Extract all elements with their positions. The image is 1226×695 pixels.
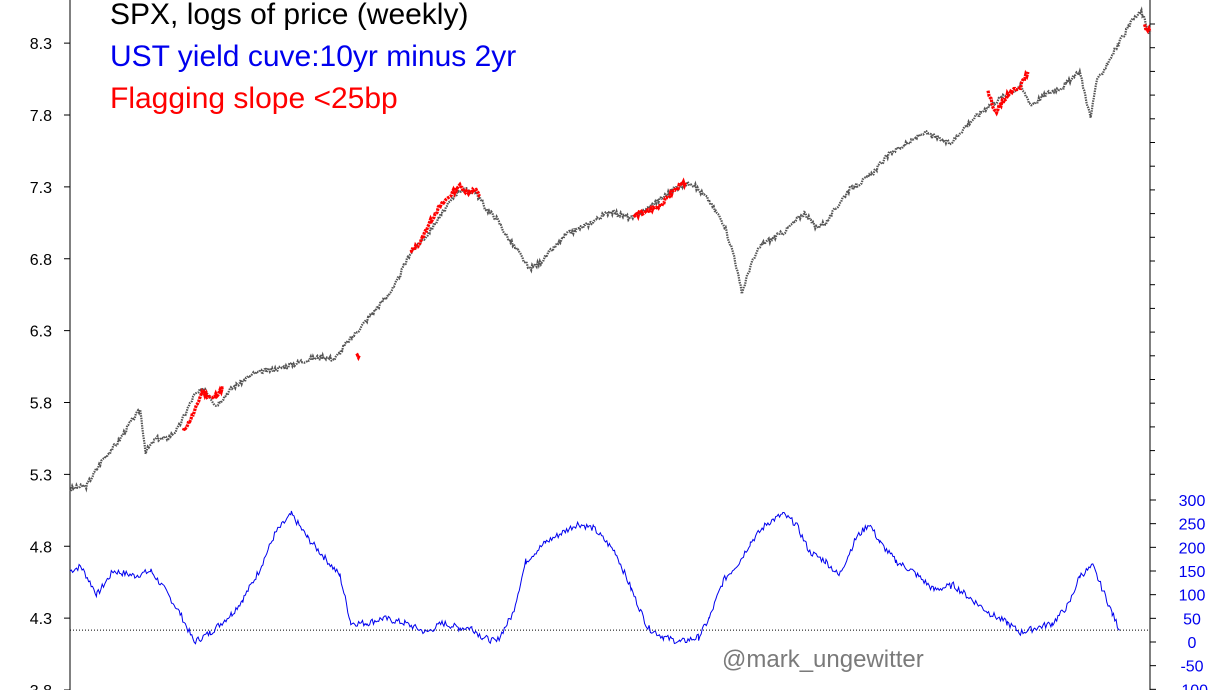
left-axis-tick-label: 3.8 [30,683,52,690]
right-axis-tick-label: 0 [1188,635,1197,652]
series-line-spx-price [69,6,1151,493]
chart-title: SPX, logs of price (weekly) [110,0,469,31]
series-line-yield-curve [69,510,1121,645]
left-axis-tick-label: 6.3 [30,324,52,341]
legend-entry-yield-curve: UST yield cuve:10yr minus 2yr [110,40,517,73]
left-axis-tick-label: 4.8 [30,539,52,556]
right-axis-tick-label: 200 [1179,540,1206,557]
right-axis-tick-label: -50 [1180,659,1203,676]
left-axis-tick-label: 5.8 [30,396,52,413]
flag-segment [632,177,688,222]
left-axis-tick-label: 4.3 [30,611,52,628]
left-axis-tick-label: 6.8 [30,252,52,269]
flag-segment [409,181,482,254]
flag-segment [986,69,1030,117]
right-axis-tick-label: 150 [1179,564,1206,581]
flag-segment [1143,24,1152,34]
left-axis-tick-label: 7.8 [30,108,52,125]
right-axis-tick-label: 250 [1179,517,1206,534]
flag-segment [355,352,361,362]
watermark-handle: @mark_ungewitter [722,646,924,673]
legend-entry-flagging-slope: Flagging slope <25bp [110,82,398,115]
right-axis-tick-label: 50 [1183,611,1201,628]
right-axis-tick-label: 100 [1179,588,1206,605]
right-axis-tick-label: 300 [1179,493,1206,510]
right-axis-tick-label: -100 [1176,682,1208,690]
left-axis-tick-label: 8.3 [30,36,52,53]
flag-segment [181,385,224,432]
left-axis-tick-label: 5.3 [30,467,52,484]
left-axis-tick-label: 7.3 [30,180,52,197]
